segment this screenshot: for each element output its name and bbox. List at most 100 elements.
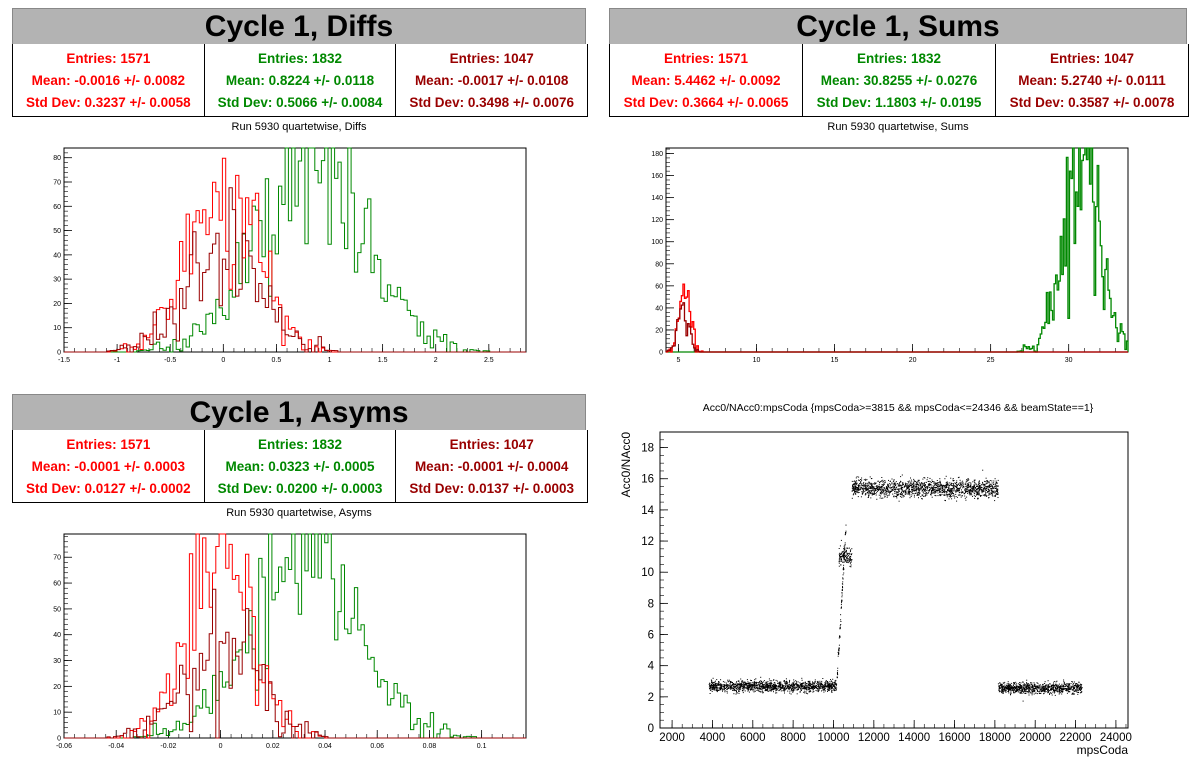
- scatter-point: [1026, 685, 1028, 687]
- scatter-point: [831, 687, 833, 689]
- scatter-point: [785, 683, 786, 685]
- scatter-point: [788, 687, 790, 689]
- scatter-point: [771, 683, 773, 684]
- scatter-point: [860, 496, 862, 498]
- scatter-point: [1036, 682, 1038, 684]
- scatter-point: [754, 683, 756, 685]
- scatter-point: [817, 689, 819, 691]
- scatter-point: [714, 686, 716, 688]
- scatter-point: [909, 494, 911, 496]
- scatter-point: [774, 688, 776, 690]
- scatter-point: [757, 688, 759, 690]
- scatter-point: [913, 496, 915, 498]
- scatter-point: [1078, 681, 1080, 683]
- scatter-point: [1009, 689, 1011, 691]
- scatter-point: [775, 679, 777, 681]
- scatter-point: [930, 483, 932, 485]
- scatter-point: [1023, 686, 1025, 688]
- scatter-point: [918, 485, 920, 487]
- scatter-point: [762, 684, 763, 686]
- scatter-point: [884, 480, 886, 481]
- scatter-point: [919, 488, 921, 490]
- scatter-point: [980, 495, 982, 497]
- scatter-point: [890, 483, 892, 485]
- scatter-point: [1068, 689, 1069, 691]
- scatter-point: [790, 685, 792, 687]
- scatter-point: [843, 548, 845, 550]
- scatter-point: [907, 488, 908, 490]
- scatter-point: [709, 682, 711, 684]
- scatter-point: [998, 688, 1000, 690]
- scatter-point: [1065, 685, 1067, 687]
- scatter-point: [746, 684, 748, 686]
- scatter-point: [830, 685, 832, 686]
- scatter-point: [1020, 685, 1021, 687]
- scatter-point: [994, 491, 996, 493]
- scatter-point: [768, 683, 770, 685]
- scatter-point: [916, 486, 917, 488]
- scatter-point: [914, 490, 916, 492]
- scatter-point: [1008, 685, 1010, 687]
- scatter-point: [967, 486, 969, 488]
- scatter-point: [1016, 687, 1018, 689]
- scatter-point: [854, 490, 856, 492]
- scatter-point: [897, 492, 899, 493]
- scatter-point: [957, 488, 959, 490]
- scatter-point: [740, 688, 742, 690]
- scatter-point: [955, 483, 957, 485]
- scatter-point: [793, 688, 795, 690]
- scatter-point: [762, 686, 764, 688]
- scatter-point: [748, 687, 750, 689]
- scatter-point: [851, 554, 852, 556]
- scatter-point: [859, 483, 860, 485]
- scatter-point: [988, 484, 990, 486]
- scatter-point: [994, 500, 996, 502]
- scatter-point: [880, 489, 882, 491]
- scatter-point: [1079, 688, 1080, 690]
- scatter-point: [854, 485, 856, 487]
- scatter-point: [931, 490, 933, 492]
- std-text: Std Dev: 0.0137 +/- 0.0003: [409, 480, 575, 496]
- scatter-point: [799, 691, 801, 693]
- scatter-point: [975, 495, 976, 497]
- scatter-point: [930, 492, 932, 494]
- scatter-point: [978, 486, 980, 488]
- y-tick-label: 6: [648, 630, 654, 642]
- scatter-point: [808, 680, 810, 682]
- scatter-point: [987, 485, 989, 487]
- scatter-point: [715, 688, 717, 690]
- scatter-point: [795, 687, 797, 689]
- scatter-point: [884, 496, 886, 498]
- scatter-point: [709, 689, 711, 691]
- scatter-point: [1027, 691, 1029, 693]
- scatter-point: [1062, 688, 1064, 689]
- histogram-series: [64, 187, 526, 353]
- scatter-point: [915, 490, 917, 492]
- scatter-point: [742, 686, 744, 688]
- scatter-point: [888, 485, 889, 487]
- scatter-point: [785, 684, 787, 686]
- scatter-point: [779, 688, 781, 690]
- scatter-point: [1060, 689, 1062, 691]
- scatter-point: [857, 492, 859, 494]
- scatter-point: [906, 485, 907, 487]
- scatter-point: [845, 559, 847, 561]
- scatter-point: [1044, 681, 1046, 683]
- scatter-point: [840, 614, 842, 616]
- scatter-point: [793, 689, 795, 691]
- scatter-point: [852, 489, 854, 491]
- scatter-point: [819, 683, 821, 685]
- scatter-point: [853, 492, 855, 494]
- scatter-point: [1079, 692, 1081, 694]
- scatter-point: [1066, 692, 1068, 694]
- scatter-point: [1010, 687, 1012, 689]
- scatter-point: [777, 682, 778, 684]
- y-tick-label: 0: [648, 723, 654, 735]
- scatter-point: [982, 481, 984, 483]
- scatter-point: [881, 497, 883, 499]
- scatter-point: [1074, 690, 1076, 692]
- scatter-point: [975, 488, 977, 490]
- scatter-point: [1024, 689, 1026, 691]
- scatter-point: [803, 687, 805, 689]
- scatter-point: [768, 685, 770, 687]
